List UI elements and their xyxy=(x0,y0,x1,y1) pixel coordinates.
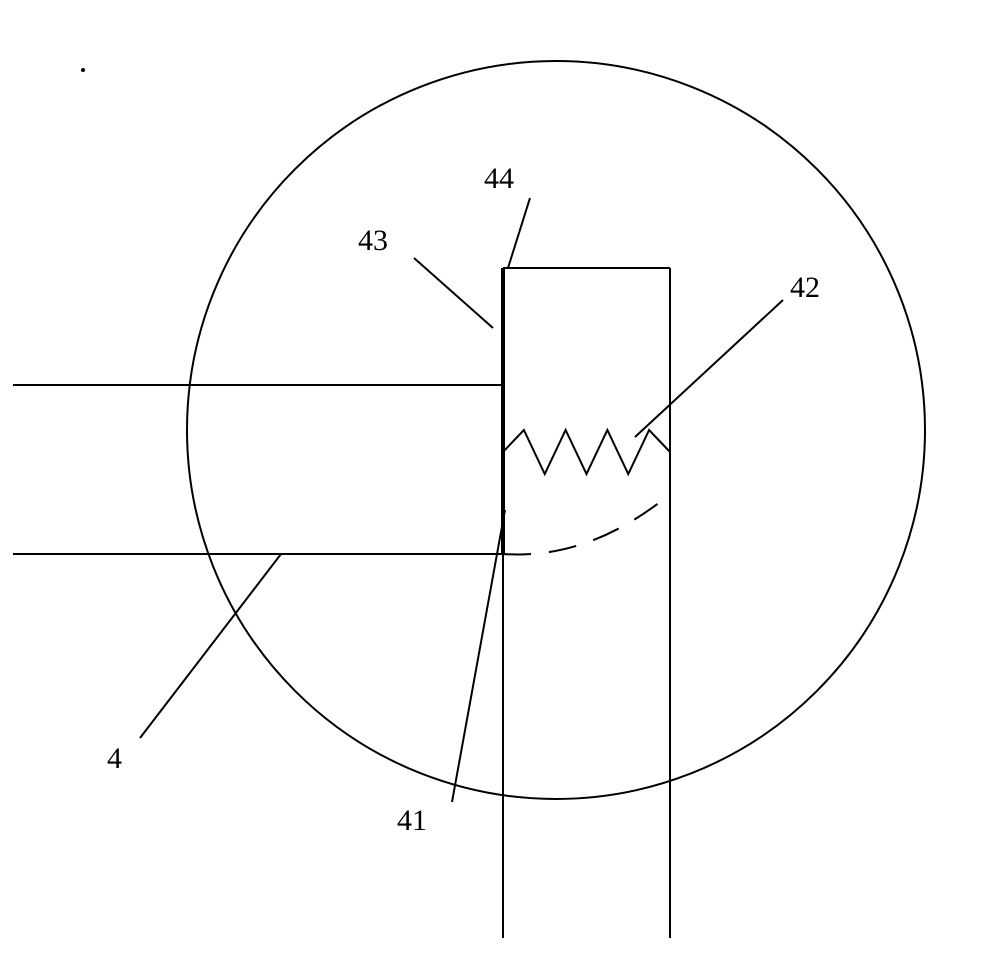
label-42: 42 xyxy=(790,271,820,304)
leader-43 xyxy=(414,258,493,328)
dot xyxy=(81,68,85,72)
leader-42 xyxy=(635,300,783,437)
leader-4 xyxy=(140,554,281,738)
detail-circle xyxy=(187,61,925,799)
label-43: 43 xyxy=(358,224,388,257)
label-44: 44 xyxy=(484,162,514,195)
leader-44 xyxy=(508,198,530,268)
label-4: 4 xyxy=(107,742,122,775)
spring-42 xyxy=(503,430,670,474)
label-41: 41 xyxy=(397,804,427,837)
technical-diagram: 4 41 42 43 44 xyxy=(0,0,1000,963)
hidden-arc xyxy=(503,494,670,555)
